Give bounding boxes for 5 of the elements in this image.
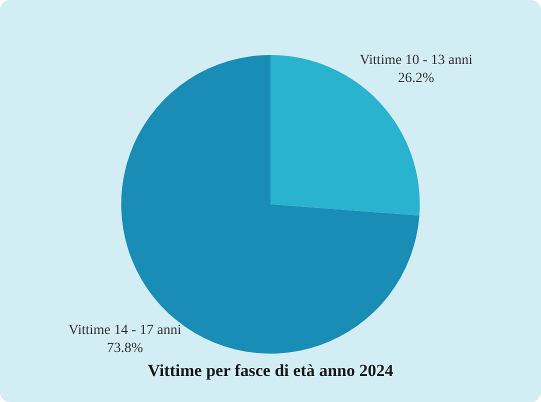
data-label: 73.8% xyxy=(106,340,144,356)
slice-label: Vittime 10 - 13 anni xyxy=(360,52,473,68)
text: Vittime per fasce di età anno 2024 xyxy=(148,361,394,380)
data-label: 26.2% xyxy=(398,70,435,86)
slice-label: Vittime 14 - 17 anni xyxy=(68,322,182,338)
